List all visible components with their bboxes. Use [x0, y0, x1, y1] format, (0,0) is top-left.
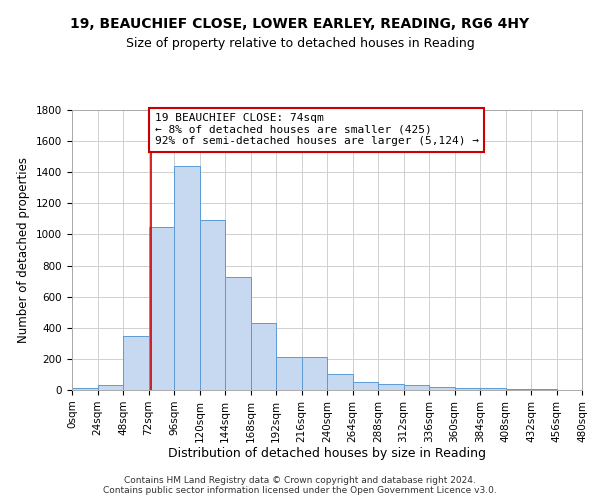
Bar	[225, 277, 251, 390]
Text: 19 BEAUCHIEF CLOSE: 74sqm
← 8% of detached houses are smaller (425)
92% of semi-: 19 BEAUCHIEF CLOSE: 74sqm ← 8% of detach…	[155, 113, 479, 146]
X-axis label: Distribution of detached houses by size in Reading: Distribution of detached houses by size …	[168, 448, 486, 460]
Bar	[327, 374, 353, 390]
Bar	[404, 386, 429, 390]
Bar	[353, 382, 378, 390]
Bar	[123, 336, 149, 390]
Y-axis label: Number of detached properties: Number of detached properties	[17, 157, 31, 343]
Bar	[174, 166, 199, 390]
Text: Size of property relative to detached houses in Reading: Size of property relative to detached ho…	[125, 38, 475, 51]
Bar	[455, 388, 480, 390]
Bar	[251, 323, 276, 390]
Bar	[199, 220, 225, 390]
Bar	[97, 384, 123, 390]
Bar	[505, 389, 531, 390]
Bar	[302, 356, 327, 390]
Bar	[531, 389, 557, 390]
Bar	[276, 356, 302, 390]
Bar	[378, 384, 404, 390]
Text: Contains HM Land Registry data © Crown copyright and database right 2024.
Contai: Contains HM Land Registry data © Crown c…	[103, 476, 497, 495]
Bar	[480, 388, 505, 390]
Bar	[149, 226, 174, 390]
Bar	[72, 388, 97, 390]
Text: 19, BEAUCHIEF CLOSE, LOWER EARLEY, READING, RG6 4HY: 19, BEAUCHIEF CLOSE, LOWER EARLEY, READI…	[70, 18, 530, 32]
Bar	[429, 387, 455, 390]
